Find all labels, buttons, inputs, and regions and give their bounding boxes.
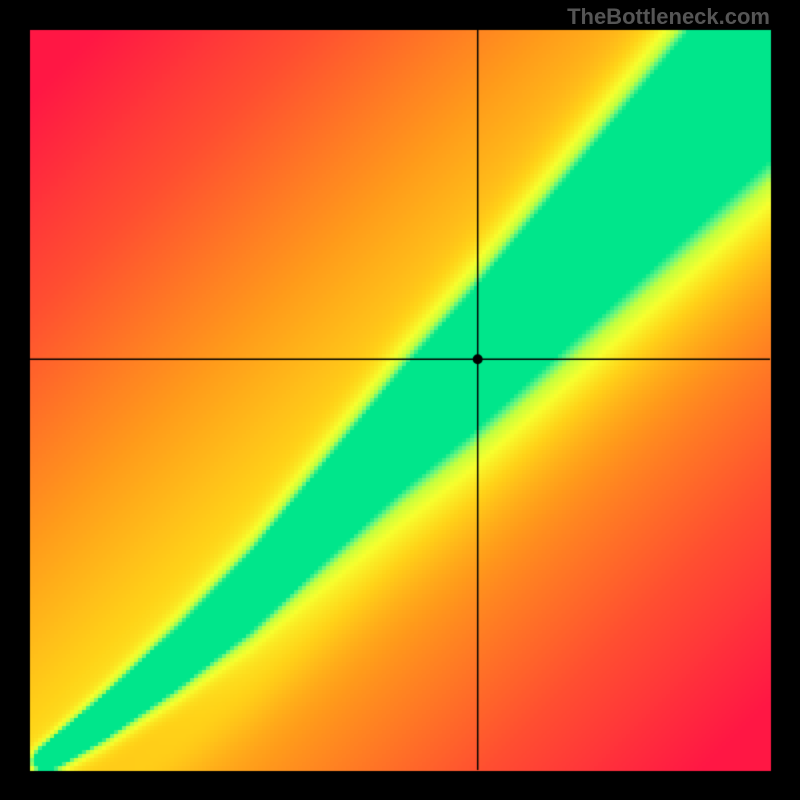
bottleneck-heatmap [0,0,800,800]
watermark-text: TheBottleneck.com [567,4,770,30]
chart-container: TheBottleneck.com [0,0,800,800]
